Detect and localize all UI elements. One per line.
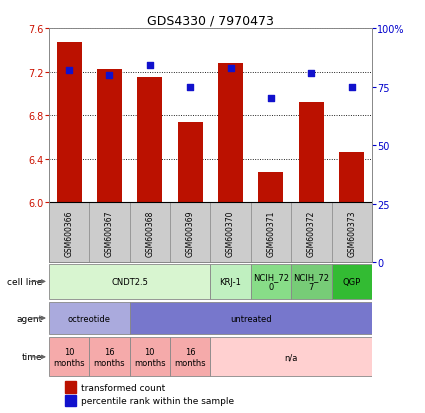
Text: KRJ-1: KRJ-1 [220, 277, 241, 286]
FancyBboxPatch shape [89, 203, 130, 263]
FancyBboxPatch shape [49, 337, 89, 377]
FancyBboxPatch shape [170, 337, 210, 377]
Text: 10
months: 10 months [53, 347, 85, 367]
Point [348, 84, 355, 91]
FancyBboxPatch shape [170, 203, 210, 263]
Bar [97, 70, 122, 203]
Text: GSM600370: GSM600370 [226, 210, 235, 256]
Bar [65, 395, 76, 406]
Point [308, 70, 314, 77]
Point [227, 65, 234, 72]
Point [146, 63, 153, 70]
Text: GSM600372: GSM600372 [307, 210, 316, 256]
Text: CNDT2.5: CNDT2.5 [111, 277, 148, 286]
FancyBboxPatch shape [332, 264, 372, 299]
FancyBboxPatch shape [251, 203, 291, 263]
FancyBboxPatch shape [210, 337, 372, 377]
Text: octreotide: octreotide [68, 314, 111, 323]
FancyBboxPatch shape [49, 203, 89, 263]
Text: NCIH_72
0: NCIH_72 0 [253, 272, 289, 292]
Bar [218, 64, 243, 203]
Point [187, 84, 193, 91]
Text: time: time [22, 353, 42, 361]
Text: n/a: n/a [284, 353, 298, 361]
Bar [178, 122, 203, 203]
Text: GSM600368: GSM600368 [145, 210, 154, 256]
Bar [299, 103, 324, 203]
Bar [57, 43, 82, 203]
FancyBboxPatch shape [49, 302, 130, 335]
FancyBboxPatch shape [210, 203, 251, 263]
Text: 16
months: 16 months [174, 347, 206, 367]
Text: 10
months: 10 months [134, 347, 166, 367]
FancyBboxPatch shape [49, 264, 210, 299]
Point [65, 68, 72, 74]
Text: percentile rank within the sample: percentile rank within the sample [81, 396, 234, 405]
Text: cell line: cell line [7, 277, 42, 286]
Text: transformed count: transformed count [81, 382, 165, 392]
FancyBboxPatch shape [130, 203, 170, 263]
FancyBboxPatch shape [210, 264, 251, 299]
Text: 16
months: 16 months [94, 347, 125, 367]
FancyBboxPatch shape [291, 203, 332, 263]
FancyBboxPatch shape [332, 203, 372, 263]
Bar [339, 153, 364, 203]
FancyBboxPatch shape [291, 264, 332, 299]
Text: untreated: untreated [230, 314, 272, 323]
Text: GSM600369: GSM600369 [186, 210, 195, 256]
FancyBboxPatch shape [130, 302, 372, 335]
Text: GSM600367: GSM600367 [105, 210, 114, 256]
Bar [258, 173, 283, 203]
Bar [65, 381, 76, 393]
Text: GSM600371: GSM600371 [266, 210, 275, 256]
Title: GDS4330 / 7970473: GDS4330 / 7970473 [147, 15, 274, 28]
FancyBboxPatch shape [251, 264, 291, 299]
Point [268, 96, 275, 102]
FancyBboxPatch shape [130, 337, 170, 377]
Text: GSM600366: GSM600366 [65, 210, 74, 256]
Text: QGP: QGP [343, 277, 361, 286]
Text: NCIH_72
7: NCIH_72 7 [293, 272, 329, 292]
Point [106, 72, 113, 79]
FancyBboxPatch shape [89, 337, 130, 377]
Text: agent: agent [16, 314, 42, 323]
Text: GSM600373: GSM600373 [347, 210, 356, 256]
Bar [137, 78, 162, 203]
